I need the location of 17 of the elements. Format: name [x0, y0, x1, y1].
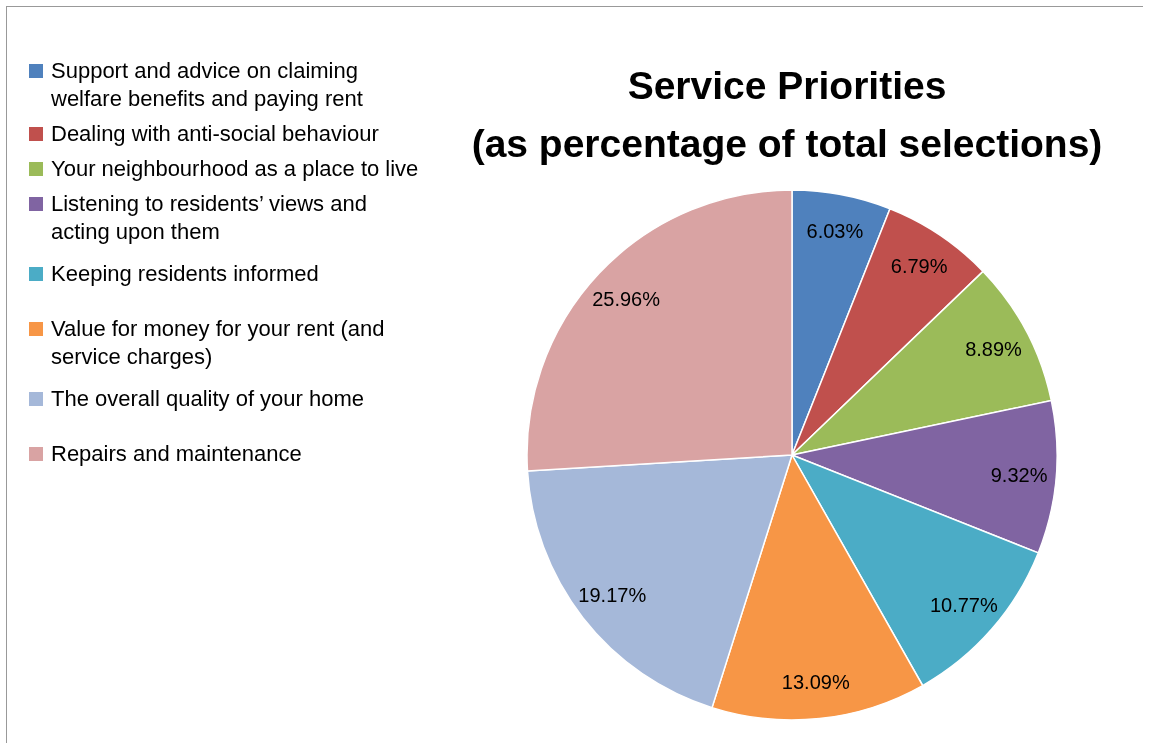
legend-label: Support and advice on claiming welfare benefits and paying rent: [51, 57, 364, 113]
data-label: 19.17%: [578, 584, 647, 607]
legend-label: Your neighbourhood as a place to live: [51, 155, 419, 183]
data-label: 8.89%: [965, 337, 1023, 360]
data-label: 6.03%: [806, 220, 864, 243]
data-label: 25.96%: [592, 287, 661, 310]
legend-label: The overall quality of your home: [51, 385, 365, 413]
text: Service Priorities (as percentage of total selections): [470, 63, 1104, 165]
data-label: 13.09%: [781, 670, 850, 693]
legend-label: Keeping residents informed: [51, 260, 319, 288]
data-label: 10.77%: [929, 593, 998, 616]
legend-label: Value for money for your rent (and service charges): [51, 315, 386, 371]
legend-label: Listening to residents’ views and acting upon them: [51, 190, 368, 246]
legend-label: Repairs and maintenance: [51, 440, 302, 468]
legend-label: Dealing with anti-social behaviour: [51, 120, 379, 148]
data-label: 9.32%: [990, 463, 1048, 486]
data-label: 6.79%: [890, 254, 948, 277]
